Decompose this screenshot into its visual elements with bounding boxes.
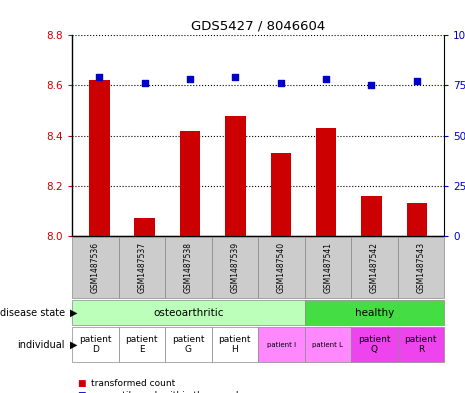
Bar [407,203,427,236]
Point [141,80,148,86]
Text: ■: ■ [77,391,85,393]
Text: patient
Q: patient Q [358,335,391,354]
Text: GSM1487543: GSM1487543 [416,242,425,294]
Text: GSM1487538: GSM1487538 [184,242,193,293]
Text: GSM1487541: GSM1487541 [323,242,332,293]
Point [413,78,420,84]
Text: individual: individual [18,340,65,350]
Text: GSM1487539: GSM1487539 [230,242,239,294]
Text: disease state: disease state [0,308,65,318]
Bar [134,218,155,236]
Text: osteoarthritic: osteoarthritic [153,308,224,318]
Text: GSM1487537: GSM1487537 [137,242,146,294]
Text: patient
H: patient H [219,335,251,354]
Text: patient
G: patient G [172,335,205,354]
Text: patient I: patient I [267,342,296,348]
Point [277,80,285,86]
Bar [361,196,382,236]
Text: GSM1487540: GSM1487540 [277,242,286,294]
Text: GSM1487542: GSM1487542 [370,242,379,293]
Text: GSM1487536: GSM1487536 [91,242,100,294]
Bar [271,153,291,236]
Text: ▶: ▶ [70,308,77,318]
Text: transformed count: transformed count [91,380,175,388]
Bar [180,130,200,236]
Point [232,74,239,81]
Title: GDS5427 / 8046604: GDS5427 / 8046604 [191,20,325,33]
Text: ■: ■ [77,380,85,388]
Text: patient
R: patient R [405,335,437,354]
Text: patient L: patient L [312,342,343,348]
Bar [225,116,246,236]
Point [322,76,330,83]
Text: percentile rank within the sample: percentile rank within the sample [91,391,244,393]
Bar [89,81,109,236]
Point [368,82,375,88]
Bar [316,128,336,236]
Point [186,76,194,83]
Text: patient
E: patient E [126,335,158,354]
Text: healthy: healthy [355,308,394,318]
Text: patient
D: patient D [79,335,112,354]
Text: ▶: ▶ [70,340,77,350]
Point [96,74,103,81]
